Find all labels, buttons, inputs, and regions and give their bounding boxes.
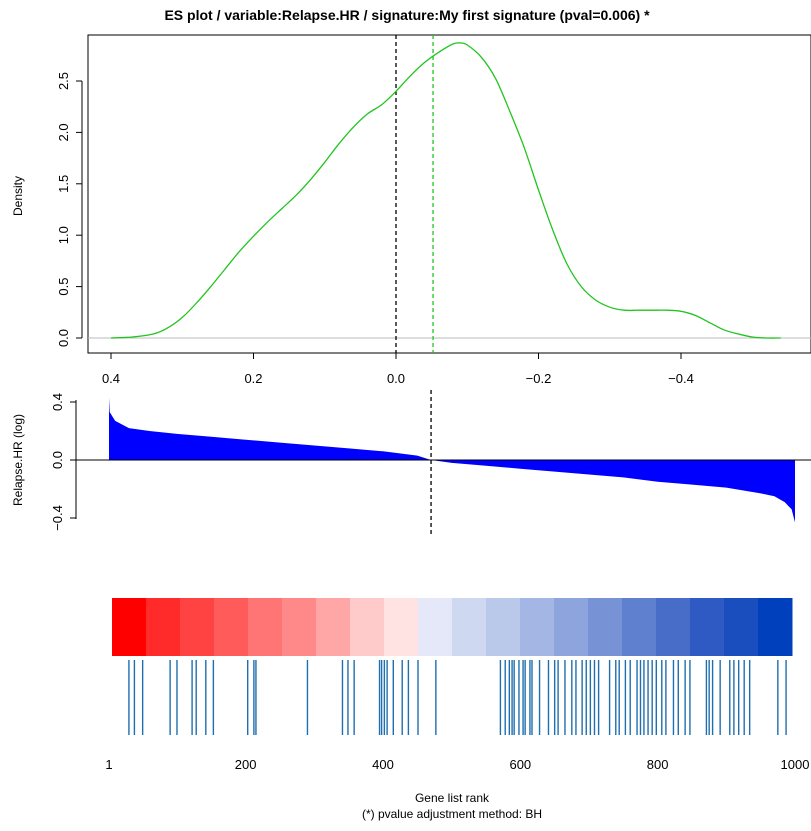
color-scale-cell xyxy=(622,598,657,656)
color-scale-cell xyxy=(180,598,215,656)
ranked-y-tick-label: −0.4 xyxy=(50,505,65,531)
color-scale-cell xyxy=(690,598,725,656)
color-scale-cell xyxy=(758,598,793,656)
density-curve xyxy=(110,42,781,339)
color-scale-cell xyxy=(248,598,283,656)
color-scale-cell xyxy=(724,598,759,656)
rank-x-tick-label: 400 xyxy=(372,757,394,772)
density-x-tick-label: −0.4 xyxy=(668,371,694,386)
adjustment-footnote: (*) pvalue adjustment method: BH xyxy=(362,807,542,821)
ranked-y-tick-label: 0.0 xyxy=(50,451,65,469)
color-scale-cell xyxy=(588,598,623,656)
color-scale-cell xyxy=(350,598,385,656)
color-scale-cell xyxy=(214,598,249,656)
color-scale-cell xyxy=(282,598,317,656)
density-y-tick-label: 0.5 xyxy=(56,278,71,296)
color-scale-cell xyxy=(554,598,589,656)
color-scale-cell xyxy=(452,598,487,656)
color-scale-cell xyxy=(316,598,351,656)
density-x-tick-label: 0.0 xyxy=(387,371,405,386)
density-plot-border xyxy=(87,34,811,354)
ranked-values-panel: −0.4 0.0 0.4 Relapse.HR (log) xyxy=(11,390,811,536)
color-scale-cell xyxy=(486,598,521,656)
color-scale-cell xyxy=(384,598,419,656)
color-scale-cell xyxy=(520,598,555,656)
ranked-y-label: Relapse.HR (log) xyxy=(11,414,25,506)
color-scale-cell xyxy=(656,598,691,656)
color-scale-cell xyxy=(418,598,453,656)
rank-x-tick-label: 800 xyxy=(647,757,669,772)
color-scale-cell xyxy=(112,598,147,656)
density-y-tick-label: 2.5 xyxy=(56,72,71,90)
color-scale-strip xyxy=(112,598,793,656)
rank-x-tick-label: 600 xyxy=(509,757,531,772)
density-x-tick-label: 0.2 xyxy=(244,371,262,386)
density-y-tick-label: 0.0 xyxy=(56,329,71,347)
density-y-tick-label: 1.5 xyxy=(56,175,71,193)
density-y-tick-label: 1.0 xyxy=(56,226,71,244)
density-y-tick-label: 2.0 xyxy=(56,123,71,141)
rank-x-tick-label: 200 xyxy=(235,757,257,772)
chart-title: ES plot / variable:Relapse.HR / signatur… xyxy=(164,7,650,23)
density-x-tick-label: −0.2 xyxy=(526,371,552,386)
rank-x-tick-label: 1 xyxy=(105,757,112,772)
signature-rug xyxy=(128,660,787,735)
rank-x-label: Gene list rank xyxy=(415,791,490,805)
rank-x-tick-label: 1000 xyxy=(781,757,810,772)
color-scale-cell xyxy=(146,598,181,656)
ranked-y-tick-label: 0.4 xyxy=(50,393,65,411)
density-panel: 0.0 0.5 1.0 1.5 2.0 2.5 0.4 0.2 0.0 −0.2 −0.4 Den… xyxy=(11,34,811,386)
density-y-label: Density xyxy=(11,176,25,216)
density-x-tick-label: 0.4 xyxy=(102,371,120,386)
